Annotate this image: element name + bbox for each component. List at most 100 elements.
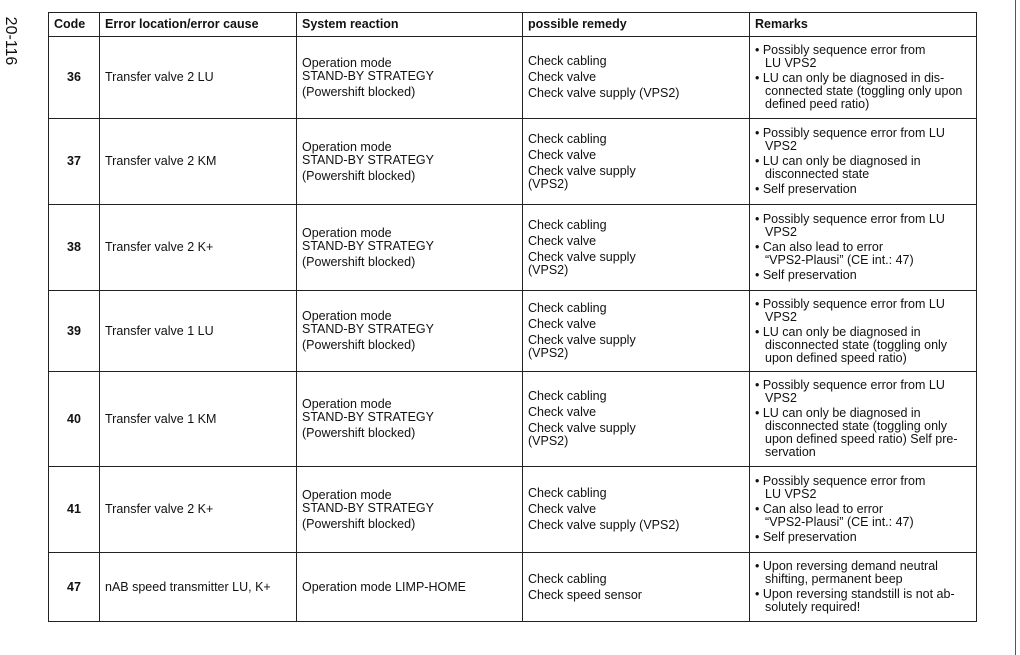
- cell-remarks-line: • Self preservation: [755, 182, 857, 196]
- cell-reaction: Operation mode STAND-BY STRATEGY (Powersh…: [296, 371, 523, 467]
- cell-remedy-line: Check valve: [528, 233, 597, 248]
- cell-remedy-line: Check valve: [528, 70, 597, 84]
- cell-remarks-line: • Can also lead to error “VPS2-Plausi” (…: [755, 502, 914, 529]
- cell-code: 47: [48, 552, 100, 622]
- cell-remarks-line: • Upon reversing demand neutral shifting…: [755, 559, 938, 586]
- cell-remarks-line: • Upon reversing standstill is not ab- s…: [755, 587, 955, 614]
- cell-remarks-line: • LU can only be diagnosed in disconnect…: [755, 324, 948, 365]
- cell-remarks-line: • LU can only be diagnosed in disconnect…: [755, 154, 921, 181]
- page-number: 20-116: [2, 16, 19, 66]
- cell-code: 36: [48, 36, 100, 119]
- cell-reaction-line: Operation mode STAND-BY STRATEGY: [302, 225, 434, 253]
- cell-location: Transfer valve 1 KM: [99, 371, 297, 467]
- error-code-table: Code Error location/error cause System r…: [48, 12, 977, 622]
- cell-reaction: Operation mode STAND-BY STRATEGY (Powersh…: [296, 36, 523, 119]
- page-edge-line: [1015, 0, 1016, 655]
- cell-remarks: • Possibly sequence error from LU VPS2 • …: [749, 371, 977, 467]
- cell-remarks-line: • Can also lead to error “VPS2-Plausi” (…: [755, 240, 914, 267]
- table-row: 38 Transfer valve 2 K+ Operation mode STAN…: [48, 204, 977, 291]
- table-row: 36 Transfer valve 2 LU Operation mode STAN…: [48, 36, 977, 119]
- table-header-row: Code Error location/error cause System r…: [48, 12, 977, 37]
- cell-remedy: Check cabling Check valve Check valve supp…: [522, 466, 750, 553]
- cell-remarks-line: • Possibly sequence error from LU VPS2: [755, 378, 945, 405]
- cell-location: Transfer valve 2 K+: [99, 204, 297, 291]
- cell-reaction-line: (Powershift blocked): [302, 254, 416, 269]
- table-row: 39 Transfer valve 1 LU Operation mode STAN…: [48, 290, 977, 372]
- cell-reaction: Operation mode STAND-BY STRATEGY (Powersh…: [296, 118, 523, 205]
- cell-remarks-line: • Possibly sequence error from LU VPS2: [755, 474, 926, 501]
- cell-remarks-line: • Possibly sequence error from LU VPS2: [755, 296, 945, 324]
- cell-reaction-line: (Powershift blocked): [302, 426, 416, 440]
- cell-remedy-line: Check valve: [528, 405, 597, 419]
- cell-remarks-line: • Possibly sequence error from LU VPS2: [755, 212, 945, 239]
- cell-remarks: • Possibly sequence error from LU VPS2 • …: [749, 36, 977, 119]
- cell-reaction-line: (Powershift blocked): [302, 84, 416, 99]
- cell-location: nAB speed transmitter LU, K+: [99, 552, 297, 622]
- cell-reaction-line: Operation mode STAND-BY STRATEGY: [302, 55, 434, 83]
- cell-code: 38: [48, 204, 100, 291]
- cell-reaction-line: Operation mode STAND-BY STRATEGY: [302, 139, 434, 167]
- cell-reaction-line: Operation mode STAND-BY STRATEGY: [302, 309, 434, 336]
- cell-reaction-line: (Powershift blocked): [302, 168, 416, 183]
- cell-remedy-line: Check cabling: [528, 217, 607, 232]
- cell-remedy-line: Check valve supply (VPS2): [528, 249, 636, 277]
- cell-code: 41: [48, 466, 100, 553]
- cell-remedy: Check cabling Check valve Check valve supp…: [522, 204, 750, 291]
- header-code: Code: [48, 12, 100, 37]
- cell-remedy: Check cabling Check valve Check valve supp…: [522, 118, 750, 205]
- cell-remarks: • Upon reversing demand neutral shifting…: [749, 552, 977, 622]
- header-location: Error location/error cause: [99, 12, 297, 37]
- cell-reaction-line: Operation mode STAND-BY STRATEGY: [302, 397, 434, 424]
- cell-remarks: • Possibly sequence error from LU VPS2 • …: [749, 466, 977, 553]
- cell-location: Transfer valve 2 K+: [99, 466, 297, 553]
- cell-code: 37: [48, 118, 100, 205]
- cell-remarks-line: • LU can only be diagnosed in dis- conne…: [755, 71, 963, 111]
- cell-remedy: Check cabling Check speed sensor: [522, 552, 750, 622]
- cell-reaction: Operation mode LIMP-HOME: [296, 552, 523, 622]
- cell-remedy-line: Check cabling: [528, 389, 607, 403]
- cell-reaction: Operation mode STAND-BY STRATEGY (Powersh…: [296, 204, 523, 291]
- cell-remedy-line: Check valve: [528, 147, 597, 162]
- cell-remedy: Check cabling Check valve Check valve supp…: [522, 36, 750, 119]
- cell-remarks-line: • Possibly sequence error from LU VPS2: [755, 43, 926, 70]
- cell-remedy: Check cabling Check valve Check valve supp…: [522, 290, 750, 372]
- cell-reaction-line: Operation mode LIMP-HOME: [302, 579, 466, 594]
- cell-remedy-line: Check valve supply (VPS2): [528, 421, 636, 448]
- cell-remedy-line: Check valve: [528, 317, 597, 331]
- cell-remedy-line: Check cabling: [528, 301, 607, 315]
- cell-code: 39: [48, 290, 100, 372]
- cell-remarks: • Possibly sequence error from LU VPS2 • …: [749, 118, 977, 205]
- cell-remedy-line: Check valve supply (VPS2): [528, 163, 636, 191]
- table-row: 40 Transfer valve 1 KM Operation mode STAN…: [48, 371, 977, 467]
- cell-remedy-line: Check valve supply (VPS2): [528, 518, 680, 532]
- cell-remedy: Check cabling Check valve Check valve supp…: [522, 371, 750, 467]
- cell-remedy-line: Check speed sensor: [528, 587, 642, 602]
- cell-reaction: Operation mode STAND-BY STRATEGY (Powersh…: [296, 290, 523, 372]
- table-row: 41 Transfer valve 2 K+ Operation mode STAN…: [48, 466, 977, 553]
- cell-reaction-line: Operation mode STAND-BY STRATEGY: [302, 487, 434, 515]
- cell-reaction-line: (Powershift blocked): [302, 516, 416, 531]
- cell-remarks-line: • LU can only be diagnosed in disconnect…: [755, 406, 958, 459]
- cell-remedy-line: Check cabling: [528, 486, 607, 500]
- cell-reaction-line: (Powershift blocked): [302, 338, 416, 352]
- cell-remarks-line: • Possibly sequence error from LU VPS2: [755, 126, 945, 153]
- header-reaction: System reaction: [296, 12, 523, 37]
- header-remedy: possible remedy: [522, 12, 750, 37]
- cell-remarks-line: • Self preservation: [755, 268, 857, 282]
- cell-remedy-line: Check valve: [528, 502, 597, 516]
- cell-reaction: Operation mode STAND-BY STRATEGY (Powersh…: [296, 466, 523, 553]
- table-row: 37 Transfer valve 2 KM Operation mode STAN…: [48, 118, 977, 205]
- cell-location: Transfer valve 2 KM: [99, 118, 297, 205]
- cell-remarks: • Possibly sequence error from LU VPS2 • …: [749, 290, 977, 372]
- cell-remedy-line: Check cabling: [528, 131, 607, 146]
- cell-remedy-line: Check cabling: [528, 54, 607, 68]
- table-row: 47 nAB speed transmitter LU, K+ Operation …: [48, 552, 977, 622]
- cell-remarks-line: • Self preservation: [755, 530, 857, 544]
- cell-code: 40: [48, 371, 100, 467]
- header-remarks: Remarks: [749, 12, 977, 37]
- cell-remedy-line: Check valve supply (VPS2): [528, 86, 680, 100]
- cell-remedy-line: Check cabling: [528, 571, 607, 586]
- cell-remedy-line: Check valve supply (VPS2): [528, 333, 636, 360]
- cell-remarks: • Possibly sequence error from LU VPS2 • …: [749, 204, 977, 291]
- cell-location: Transfer valve 1 LU: [99, 290, 297, 372]
